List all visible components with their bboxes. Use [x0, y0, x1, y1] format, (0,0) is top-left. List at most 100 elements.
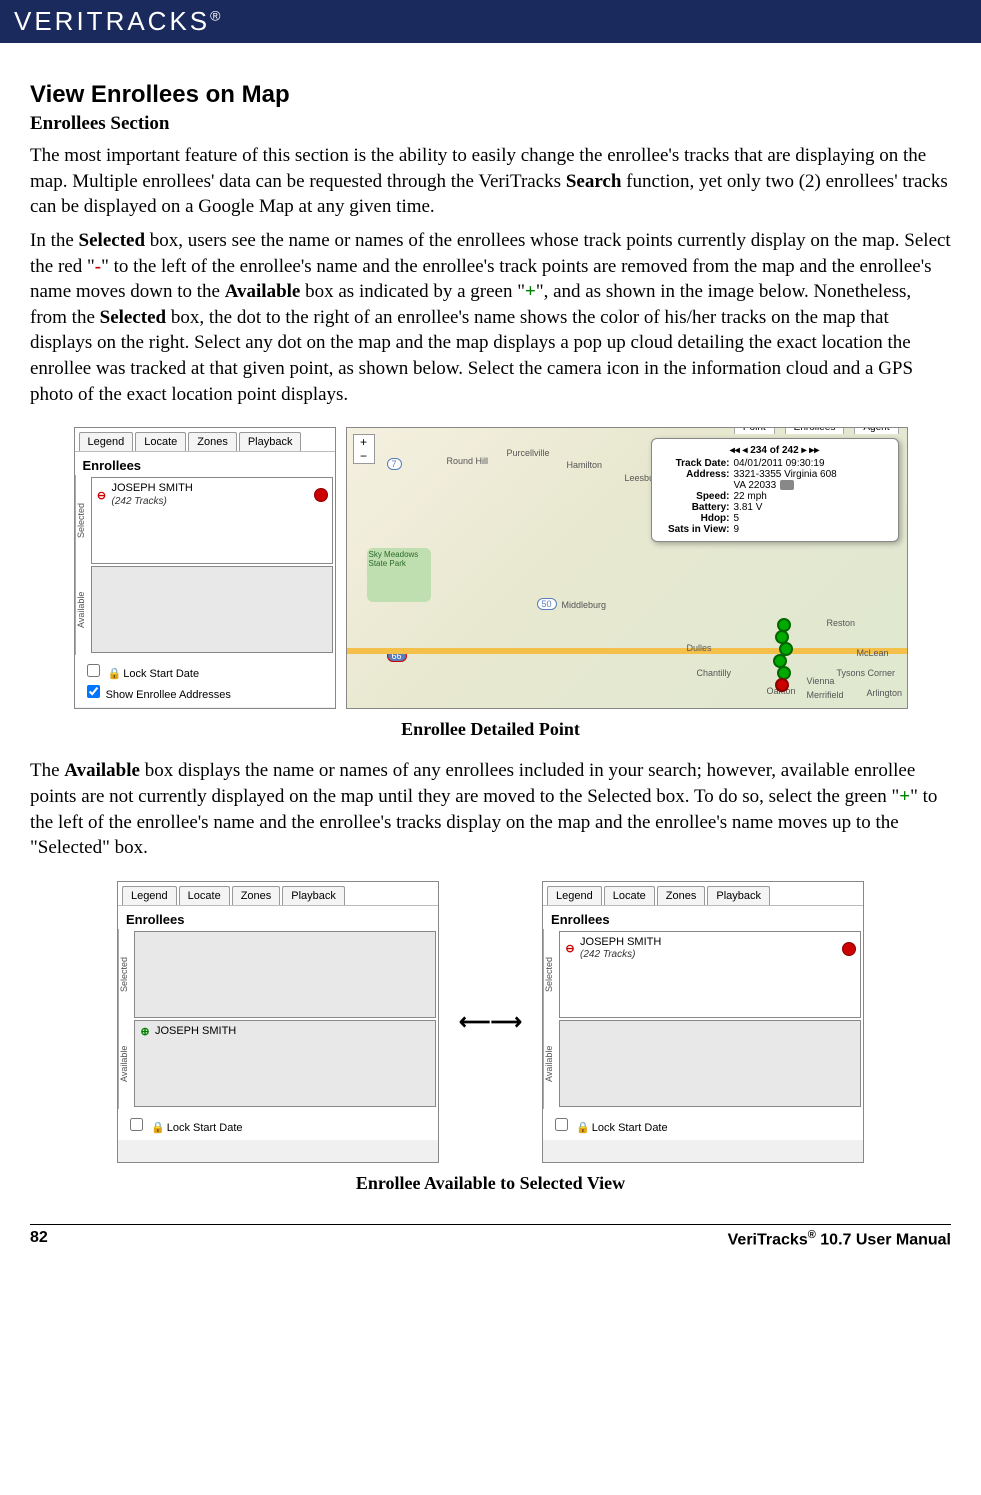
enrollees-label-3: Enrollees [543, 906, 863, 929]
enrollee-entry-3[interactable]: ⊖ JOSEPH SMITH (242 Tracks) [564, 936, 856, 961]
brand-header: VERITRACKS® [0, 0, 981, 43]
check-lock-label-2: Lock Start Date [167, 1122, 243, 1134]
p3-bold1: Available [64, 760, 140, 781]
panel2-tabs: Legend Locate Zones Playback [118, 882, 438, 906]
vlabel-available-2: Available [118, 1019, 132, 1109]
paragraph-2: In the Selected box, users see the name … [30, 228, 951, 407]
enrollee-tracks: (242 Tracks) [112, 496, 193, 508]
p2-a: In the [30, 230, 79, 251]
tab-locate-2[interactable]: Locate [179, 886, 230, 905]
enrollee-entry[interactable]: ⊖ JOSEPH SMITH (242 Tracks) [96, 482, 328, 507]
p2-bold1: Selected [79, 230, 145, 251]
page-content: View Enrollees on Map Enrollees Section … [0, 43, 981, 1269]
zoom-control[interactable]: + − [353, 434, 375, 464]
tab-playback-2[interactable]: Playback [282, 886, 345, 905]
tab-playback-3[interactable]: Playback [707, 886, 770, 905]
entry-text-3: JOSEPH SMITH (242 Tracks) [580, 936, 661, 961]
tab-legend-3[interactable]: Legend [547, 886, 602, 905]
selected-box-empty [134, 931, 436, 1018]
check-lock-input-3[interactable] [555, 1118, 568, 1131]
screenshot-2: Legend Locate Zones Playback Enrollees S… [30, 881, 951, 1163]
city-dulles: Dulles [687, 643, 712, 653]
lock-icon: 🔒 [108, 668, 122, 680]
popup-tab-agent[interactable]: Agent [854, 427, 898, 434]
boxes-2: ⊕ JOSEPH SMITH [132, 929, 438, 1109]
brand-reg: ® [210, 7, 220, 23]
hdop-label: Hdop: [660, 513, 730, 524]
p2-bold2: Available [225, 281, 301, 302]
page-footer: 82 VeriTracks® 10.7 User Manual [30, 1224, 951, 1249]
zoom-out-icon[interactable]: − [354, 449, 374, 463]
tab-locate-3[interactable]: Locate [604, 886, 655, 905]
available-box-2: ⊕ JOSEPH SMITH [134, 1020, 436, 1107]
available-box-3 [559, 1020, 861, 1107]
city-mclean: McLean [857, 648, 889, 658]
zoom-in-icon[interactable]: + [354, 435, 374, 449]
city-middleburg: Middleburg [562, 600, 607, 610]
tab-legend[interactable]: Legend [79, 432, 134, 451]
side-labels: Selected Available [75, 475, 89, 655]
enrollee-entry-avail[interactable]: ⊕ JOSEPH SMITH [139, 1025, 431, 1038]
check-lock-3[interactable]: 🔒Lock Start Date [551, 1115, 855, 1134]
p2-d: box as indicated by a green " [300, 281, 525, 302]
check-lock-2[interactable]: 🔒Lock Start Date [126, 1115, 430, 1134]
check-lock-input-2[interactable] [130, 1118, 143, 1131]
popup-nav[interactable]: ◂◂ ◂ 234 of 242 ▸ ▸▸ [660, 445, 890, 456]
panel3-checks: 🔒Lock Start Date [543, 1109, 863, 1140]
battery-value: 3.81 V [734, 502, 763, 513]
battery-label: Battery: [660, 502, 730, 513]
city-purcellville: Purcellville [507, 448, 550, 458]
enrollees-label: Enrollees [75, 452, 335, 475]
footer-product-name: VeriTracks [728, 1231, 808, 1248]
p3-b: box displays the name or names of any en… [30, 760, 915, 807]
check-show-addr-input[interactable] [87, 685, 100, 698]
address-value2: VA 22033 [734, 480, 777, 491]
panel-available: Legend Locate Zones Playback Enrollees S… [117, 881, 439, 1163]
p3-green: + [899, 786, 910, 807]
selected-box: ⊖ JOSEPH SMITH (242 Tracks) [91, 477, 333, 564]
check-lock-input[interactable] [87, 664, 100, 677]
popup-tab-enrollees[interactable]: Enrollees [785, 427, 845, 434]
remove-icon[interactable]: ⊖ [96, 489, 108, 502]
camera-icon[interactable] [780, 480, 794, 490]
paragraph-1: The most important feature of this secti… [30, 143, 951, 220]
city-vienna: Vienna [807, 676, 835, 686]
track-point-selected-icon[interactable] [775, 678, 789, 692]
check-show-addr[interactable]: Show Enrollee Addresses [83, 682, 327, 701]
tab-locate[interactable]: Locate [135, 432, 186, 451]
route-50-label: 50 [537, 598, 557, 610]
vlabel-available-3: Available [543, 1019, 557, 1109]
add-icon[interactable]: ⊕ [139, 1025, 151, 1038]
color-dot-icon-3[interactable] [842, 942, 856, 956]
paragraph-3: The Available box displays the name or n… [30, 758, 951, 861]
list-boxes: ⊖ JOSEPH SMITH (242 Tracks) [89, 475, 335, 655]
trackdate-value: 04/01/2011 09:30:19 [734, 458, 825, 469]
speed-label: Speed: [660, 491, 730, 502]
remove-icon-3[interactable]: ⊖ [564, 942, 576, 955]
page-subtitle: Enrollees Section [30, 113, 951, 135]
tab-zones-2[interactable]: Zones [232, 886, 281, 905]
enrollee-name: JOSEPH SMITH [112, 482, 193, 495]
park-label: Sky Meadows State Park [367, 548, 431, 602]
popup-address: Address:3321-3355 Virginia 608 [660, 469, 890, 480]
color-dot-icon[interactable] [314, 488, 328, 502]
check-lock[interactable]: 🔒Lock Start Date [83, 661, 327, 680]
footer-rest: 10.7 User Manual [816, 1231, 951, 1248]
tab-legend-2[interactable]: Legend [122, 886, 177, 905]
enrollee-name-2: JOSEPH SMITH [155, 1025, 236, 1037]
tab-playback[interactable]: Playback [239, 432, 302, 451]
caption-2: Enrollee Available to Selected View [30, 1173, 951, 1194]
tab-zones[interactable]: Zones [188, 432, 237, 451]
side-labels-2: Selected Available [118, 929, 132, 1109]
enrollee-name-3: JOSEPH SMITH [580, 936, 661, 949]
p3-a: The [30, 760, 64, 781]
map-area[interactable]: + − 7 50 66 Sky Meadows State Park Purce… [346, 427, 908, 709]
panel-tabs: Legend Locate Zones Playback [75, 428, 335, 452]
vlabel-selected-3: Selected [543, 929, 557, 1019]
hdop-value: 5 [734, 513, 740, 524]
tab-zones-3[interactable]: Zones [657, 886, 706, 905]
popup-tab-point[interactable]: Point [734, 427, 775, 434]
track-points[interactable] [757, 618, 807, 688]
city-tysons: Tysons Corner [837, 668, 896, 678]
side-labels-3: Selected Available [543, 929, 557, 1109]
